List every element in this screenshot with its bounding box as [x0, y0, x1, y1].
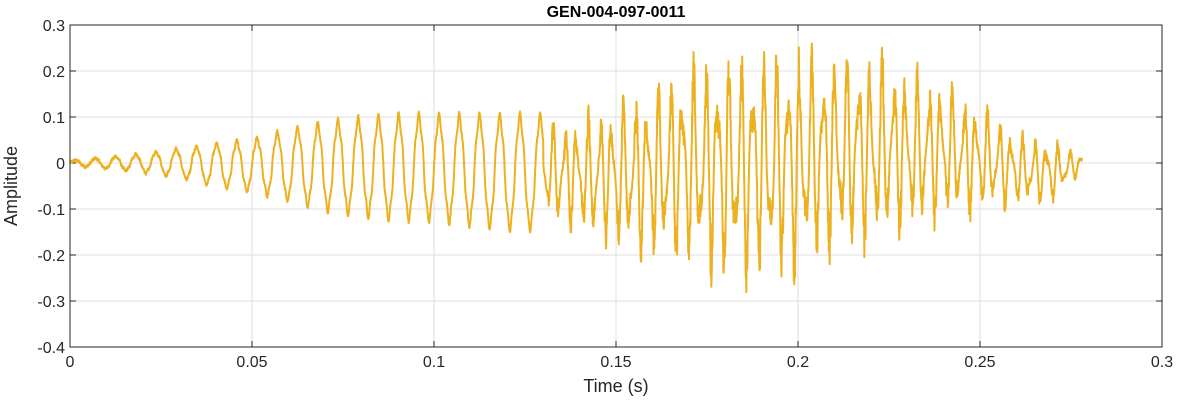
y-tick-label: -0.3 — [37, 294, 65, 311]
y-tick-label: 0.3 — [43, 18, 65, 35]
x-tick-label: 0 — [66, 354, 75, 371]
x-tick-label: 0.05 — [236, 354, 267, 371]
y-tick-label: -0.2 — [37, 248, 65, 265]
series-group — [69, 42, 1083, 294]
x-tick-labels: 0 0.05 0.1 0.15 0.2 0.25 0.3 — [66, 354, 1174, 371]
x-tick-label: 0.3 — [1151, 354, 1173, 371]
y-tick-label: -0.1 — [37, 202, 65, 219]
plot-frame — [69, 24, 1163, 348]
x-tick-label: 0.1 — [423, 354, 445, 371]
y-axis-label: Amplitude — [1, 146, 21, 226]
chart-title: GEN-004-097-0011 — [547, 4, 686, 21]
y-tick-labels: -0.4 -0.3 -0.2 -0.1 0 0.1 0.2 0.3 — [37, 18, 65, 357]
y-tick-label: 0 — [56, 156, 65, 173]
x-tick-label: 0.25 — [964, 354, 995, 371]
x-axis-label: Time (s) — [583, 376, 648, 396]
y-tick-label: 0.2 — [43, 64, 65, 81]
series-line — [69, 42, 1083, 294]
x-tick-label: 0.2 — [787, 354, 809, 371]
y-tick-label: -0.4 — [37, 340, 65, 357]
x-tick-label: 0.15 — [600, 354, 631, 371]
y-tick-label: 0.1 — [43, 110, 65, 127]
